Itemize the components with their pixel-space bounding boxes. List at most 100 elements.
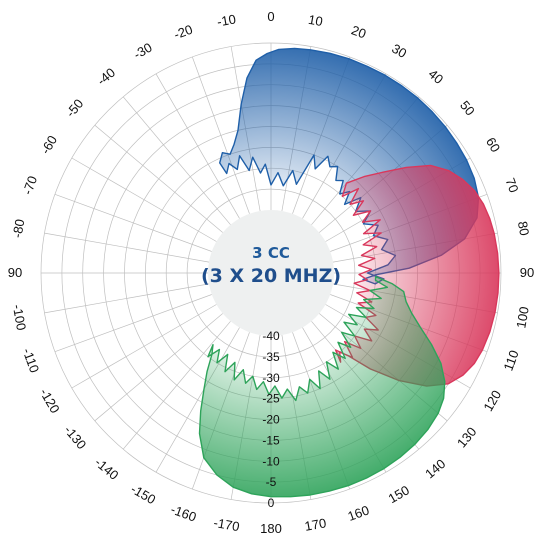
- grid-spoke: [44, 283, 210, 314]
- series-2-point: [364, 176, 365, 177]
- series-3-point: [414, 444, 415, 445]
- series-2-point: [358, 274, 359, 275]
- series-3-point: [290, 496, 291, 497]
- series-3-point: [354, 335, 355, 336]
- series-2-point: [462, 179, 463, 180]
- angle-tick-label: 90: [8, 265, 22, 280]
- series-2-point: [483, 203, 484, 204]
- series-2-point: [494, 233, 495, 234]
- grid-spoke: [54, 193, 212, 252]
- series-1-point: [252, 157, 253, 158]
- series-3-point: [251, 493, 252, 494]
- series-3-point: [318, 370, 319, 371]
- series-3-point: [420, 327, 421, 328]
- series-3-point: [338, 369, 339, 370]
- angle-tick-label: 150: [386, 482, 412, 506]
- series-1-point: [417, 98, 418, 99]
- angle-tick-label: 60: [483, 135, 503, 155]
- series-3-point: [365, 317, 366, 318]
- series-3-point: [207, 356, 208, 357]
- series-2-point: [346, 183, 347, 184]
- series-1-point: [222, 152, 223, 153]
- series-1-point: [249, 170, 250, 171]
- series-3-point: [375, 280, 376, 281]
- angle-tick-label: 90: [520, 265, 534, 280]
- series-1-point: [294, 48, 295, 49]
- series-2-point: [474, 190, 475, 191]
- series-2-point: [380, 219, 381, 220]
- series-3-point: [341, 332, 342, 333]
- series-3-point: [373, 308, 374, 309]
- angle-tick-label: -160: [169, 502, 199, 525]
- series-3-point: [219, 349, 220, 350]
- series-2-point: [353, 215, 354, 216]
- series-2-point: [474, 363, 475, 364]
- angle-tick-label: -150: [128, 481, 158, 507]
- series-3-point: [203, 388, 204, 389]
- angle-tick-label: 70: [503, 176, 522, 195]
- series-1-point: [267, 53, 268, 54]
- series-line-3: [198, 276, 446, 498]
- angle-tick-label: 110: [501, 348, 522, 373]
- series-3-point: [375, 276, 376, 277]
- series-2-point: [335, 349, 336, 350]
- angle-tick-label: 30: [389, 41, 409, 61]
- center-label-line1: 3 CC: [252, 244, 290, 262]
- series-1-point: [277, 172, 278, 173]
- series-1-point: [239, 155, 240, 156]
- series-1-point: [432, 111, 433, 112]
- angle-tick-label: -20: [172, 22, 195, 43]
- grid-spoke: [71, 304, 217, 389]
- series-3-point: [387, 287, 388, 288]
- angle-tick-label: -60: [38, 133, 60, 157]
- radial-tick-label: -15: [262, 433, 280, 447]
- series-1-point: [310, 49, 311, 50]
- series-1-point: [401, 85, 402, 86]
- series-3-point: [211, 354, 212, 355]
- series-3-point: [391, 283, 392, 284]
- grid-spoke: [191, 56, 250, 214]
- series-2-point: [358, 302, 359, 303]
- radial-tick-label: -40: [262, 329, 280, 343]
- series-1-point: [260, 172, 261, 173]
- series-3-point: [366, 477, 367, 478]
- series-2-point: [363, 244, 364, 245]
- angle-tick-label: 100: [513, 305, 532, 329]
- series-2-point: [370, 210, 371, 211]
- series-3-point: [363, 299, 364, 300]
- radial-tick-label: -35: [262, 350, 280, 364]
- series-2-point: [350, 204, 351, 205]
- series-3-point: [337, 342, 338, 343]
- series-1-point: [241, 104, 242, 105]
- series-3-point: [399, 457, 400, 458]
- series-1-point: [445, 126, 446, 127]
- series-3-point: [243, 369, 244, 370]
- angle-tick-label: -140: [92, 455, 122, 483]
- series-3-point: [369, 290, 370, 291]
- series-2-point: [498, 272, 499, 273]
- series-1-point: [339, 193, 340, 194]
- series-1-point: [348, 58, 349, 59]
- series-3-point: [411, 313, 412, 314]
- series-3-point: [348, 485, 349, 486]
- series-2-point: [406, 167, 407, 168]
- series-3-point: [356, 307, 357, 308]
- radial-labels: -40 -35 -30 -25 -20 -15 -10 -5 0: [262, 329, 280, 510]
- series-1-point: [237, 130, 238, 131]
- grid-spoke: [155, 73, 240, 219]
- series-3-point: [431, 344, 432, 345]
- series-1-point: [315, 168, 316, 169]
- angle-tick-label: 10: [307, 12, 324, 29]
- angle-tick-label: -110: [20, 346, 43, 375]
- grid-spoke: [94, 124, 223, 233]
- series-layer: [198, 47, 500, 498]
- series-1-point: [219, 162, 220, 163]
- series-2-point: [489, 218, 490, 219]
- series-2-point: [381, 232, 382, 233]
- series-3-point: [203, 457, 204, 458]
- series-1-point: [292, 170, 293, 171]
- series-3-point: [281, 398, 282, 399]
- angle-tick-label: 50: [457, 98, 478, 119]
